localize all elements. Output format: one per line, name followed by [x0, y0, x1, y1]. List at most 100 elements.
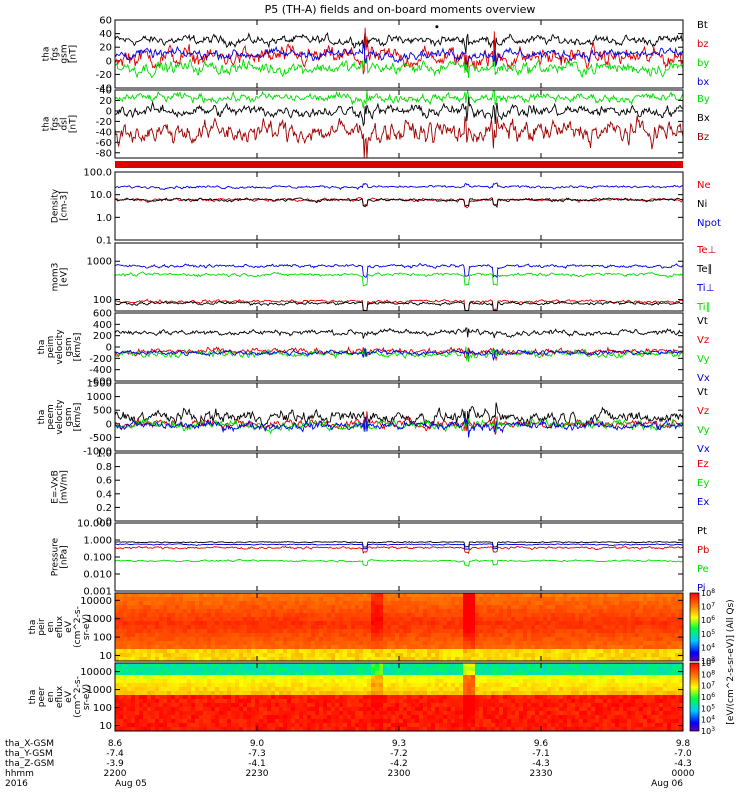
heatmap-cell — [579, 707, 584, 712]
heatmap-cell — [499, 641, 504, 646]
heatmap-cell — [655, 657, 660, 662]
heatmap-cell — [155, 667, 160, 672]
heatmap-cell — [607, 605, 612, 610]
heatmap-cell — [491, 679, 496, 684]
heatmap-cell — [243, 671, 248, 676]
heatmap-cell — [471, 601, 476, 606]
heatmap-cell — [215, 707, 220, 712]
heatmap-cell — [651, 657, 656, 662]
heatmap-cell — [155, 593, 160, 598]
heatmap-cell — [347, 719, 352, 724]
heatmap-cell — [535, 649, 540, 654]
heatmap-cell — [343, 675, 348, 680]
heatmap-cell — [147, 621, 152, 626]
heatmap-cell — [351, 601, 356, 606]
heatmap-cell — [123, 699, 128, 704]
heatmap-cell — [623, 687, 628, 692]
heatmap-cell — [215, 593, 220, 598]
heatmap-cell — [371, 715, 376, 720]
heatmap-cell — [327, 695, 332, 700]
heatmap-cell — [447, 663, 452, 668]
heatmap-cell — [435, 625, 440, 630]
heatmap-cell — [211, 671, 216, 676]
heatmap-cell — [515, 633, 520, 638]
heatmap-cell — [427, 601, 432, 606]
heatmap-cell — [623, 695, 628, 700]
heatmap-cell — [487, 687, 492, 692]
heatmap-cell — [631, 617, 636, 622]
heatmap-cell — [603, 645, 608, 650]
heatmap-cell — [511, 699, 516, 704]
heatmap-cell — [123, 715, 128, 720]
heatmap-cell — [151, 633, 156, 638]
heatmap-cell — [127, 671, 132, 676]
heatmap-cell — [135, 625, 140, 630]
figure-title: P5 (TH-A) fields and on-board moments ov… — [265, 3, 536, 16]
heatmap-cell — [227, 679, 232, 684]
heatmap-cell — [599, 719, 604, 724]
series-line-Vx — [114, 347, 683, 362]
heatmap-cell — [479, 637, 484, 642]
y-axis-label-line: gsm — [60, 44, 70, 63]
heatmap-cell — [515, 707, 520, 712]
heatmap-cell — [507, 695, 512, 700]
heatmap-cell — [403, 671, 408, 676]
heatmap-cell — [251, 657, 256, 662]
heatmap-cell — [559, 617, 564, 622]
heatmap-cell — [319, 671, 324, 676]
heatmap-cell — [267, 629, 272, 634]
heatmap-cell — [259, 649, 264, 654]
heatmap-cell — [307, 625, 312, 630]
heatmap-cell — [579, 687, 584, 692]
y-tick-label: 1000 — [87, 257, 112, 268]
heatmap-cell — [287, 593, 292, 598]
heatmap-cell — [183, 727, 188, 732]
heatmap-cell — [595, 671, 600, 676]
heatmap-cell — [379, 727, 384, 732]
heatmap-cell — [271, 671, 276, 676]
heatmap-cell — [311, 645, 316, 650]
heatmap-cell — [479, 609, 484, 614]
heatmap-cell — [227, 675, 232, 680]
heatmap-cell — [263, 695, 268, 700]
heatmap-cell — [455, 727, 460, 732]
heatmap-cell — [523, 715, 528, 720]
heatmap-cell — [243, 613, 248, 618]
heatmap-cell — [663, 609, 668, 614]
heatmap-cell — [639, 645, 644, 650]
heatmap-cell — [175, 699, 180, 704]
heatmap-cell — [255, 671, 260, 676]
heatmap-cell — [495, 691, 500, 696]
heatmap-cell — [235, 711, 240, 716]
heatmap-cell — [279, 695, 284, 700]
heatmap-cell — [351, 629, 356, 634]
heatmap-cell — [271, 597, 276, 602]
heatmap-cell — [559, 593, 564, 598]
heatmap-cell — [131, 715, 136, 720]
heatmap-cell — [607, 703, 612, 708]
heatmap-cell — [619, 683, 624, 688]
heatmap-cell — [179, 633, 184, 638]
heatmap-cell — [399, 723, 404, 728]
heatmap-cell — [507, 683, 512, 688]
heatmap-cell — [387, 645, 392, 650]
heatmap-cell — [259, 711, 264, 716]
heatmap-cell — [307, 605, 312, 610]
heatmap-cell — [255, 605, 260, 610]
heatmap-cell — [419, 629, 424, 634]
heatmap-cell — [547, 719, 552, 724]
heatmap-cell — [231, 727, 236, 732]
heatmap-cell — [335, 621, 340, 626]
heatmap-cell — [495, 667, 500, 672]
heatmap-cell — [155, 727, 160, 732]
heatmap-cell — [491, 663, 496, 668]
heatmap-cell — [595, 711, 600, 716]
heatmap-cell — [631, 719, 636, 724]
heatmap-cell — [547, 715, 552, 720]
heatmap-cell — [599, 605, 604, 610]
heatmap-cell — [527, 703, 532, 708]
heatmap-cell — [431, 711, 436, 716]
heatmap-cell — [251, 691, 256, 696]
heatmap-cell — [155, 683, 160, 688]
